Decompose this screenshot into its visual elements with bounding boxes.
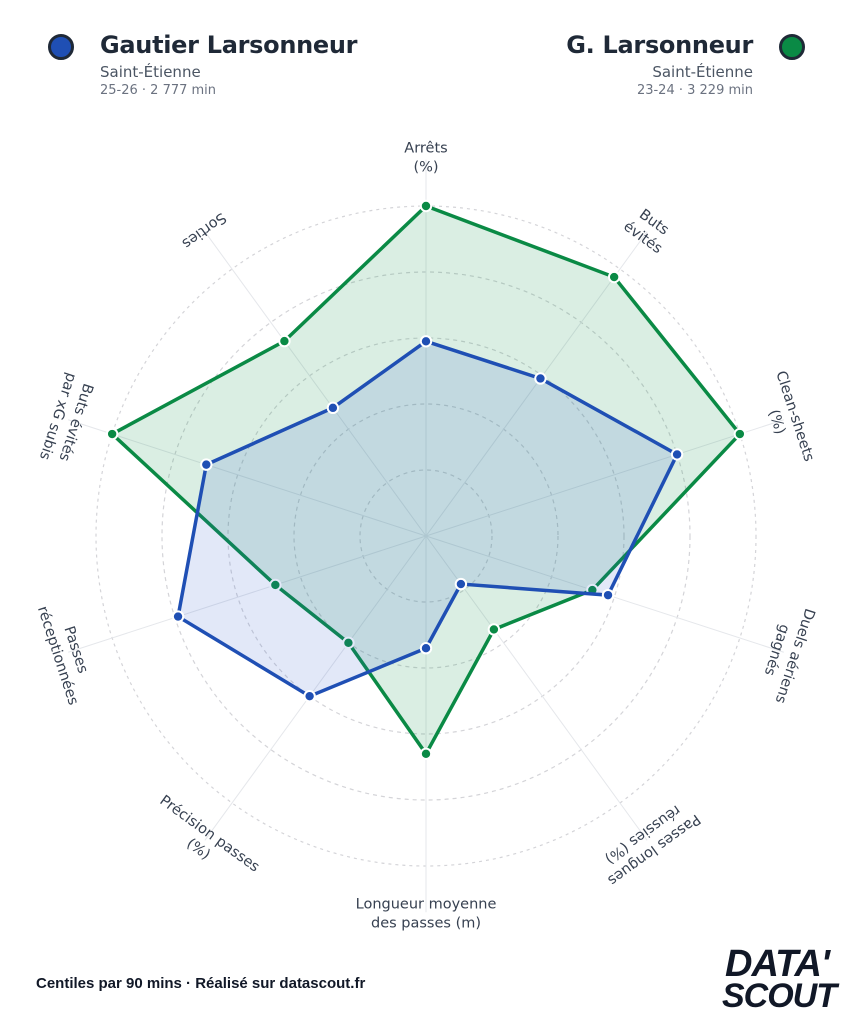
- radar-grid: [68, 159, 784, 913]
- axis-label: Clean-sheets(%): [765, 369, 817, 464]
- series-right-point: [487, 623, 501, 636]
- logo-line-1: DATA': [725, 943, 830, 985]
- series-right-point: [733, 427, 747, 441]
- player-right-meta: 23-24 · 3 229 min: [636, 83, 753, 98]
- player-left: Gautier Larsonneur Saint-Étienne 25-26 ·…: [48, 30, 358, 100]
- series-left-point: [670, 448, 684, 461]
- player-left-club: Saint-Étienne: [100, 63, 201, 81]
- axis-spoke: [68, 535, 427, 653]
- series-left-point: [326, 401, 340, 415]
- series-right-point: [278, 334, 291, 348]
- axis-label: Longueur moyenne des passes (m): [356, 897, 497, 932]
- player-right-color-dot: [779, 34, 805, 60]
- player-right-name: G. Larsonneur: [566, 31, 753, 59]
- axis-spoke: [204, 535, 427, 841]
- logo-line-2: SCOUT: [722, 977, 837, 1015]
- series-left-point: [454, 577, 468, 591]
- grid-ring: [227, 337, 625, 735]
- grid-ring: [359, 469, 493, 603]
- series-left-point: [303, 689, 316, 703]
- series-right-point: [419, 747, 433, 760]
- series-right-point: [269, 578, 282, 592]
- axis-label-text: (%): [765, 408, 788, 437]
- series-left-point: [419, 335, 433, 348]
- axis-label: Arrêts (%): [404, 141, 447, 176]
- series-left-point: [534, 372, 547, 385]
- series-left-point: [419, 642, 433, 655]
- player-left-name: Gautier Larsonneur: [100, 31, 358, 59]
- axis-label-text: Sorties: [179, 209, 229, 251]
- series-left-point: [200, 458, 213, 471]
- series-right-point: [607, 270, 621, 284]
- series-right-point: [419, 199, 433, 213]
- datascout-logo: DATA' SCOUT: [722, 943, 837, 1015]
- axis-label-text: des passes (m): [371, 916, 481, 932]
- axis-spoke: [68, 419, 427, 537]
- player-left-color-dot: [48, 34, 74, 60]
- player-right-club: Saint-Étienne: [652, 63, 753, 81]
- axis-label: Précision passes(%): [157, 793, 263, 876]
- axis-label-text: Arrêts: [404, 141, 447, 157]
- series-left-point: [171, 610, 185, 623]
- axis-spoke: [204, 231, 427, 537]
- player-right: G. Larsonneur Saint-Étienne 23-24 · 3 22…: [566, 30, 805, 100]
- series-right-point: [342, 636, 355, 649]
- series-left-point: [601, 588, 615, 602]
- axis-label-text: Précision passes: [157, 793, 263, 876]
- player-left-meta: 25-26 · 2 777 min: [100, 83, 217, 98]
- axis-label-text: (%): [413, 160, 438, 176]
- axis-spoke: [425, 419, 784, 537]
- grid-ring: [293, 403, 559, 669]
- axis-label-text: Longueur moyenne: [356, 897, 497, 913]
- axis-label: Sorties: [179, 209, 229, 251]
- radar-series: [105, 199, 747, 760]
- series-right-point: [105, 427, 119, 441]
- footer-caption: Centiles par 90 mins · Réalisé sur datas…: [36, 975, 366, 992]
- axis-spoke: [425, 231, 648, 537]
